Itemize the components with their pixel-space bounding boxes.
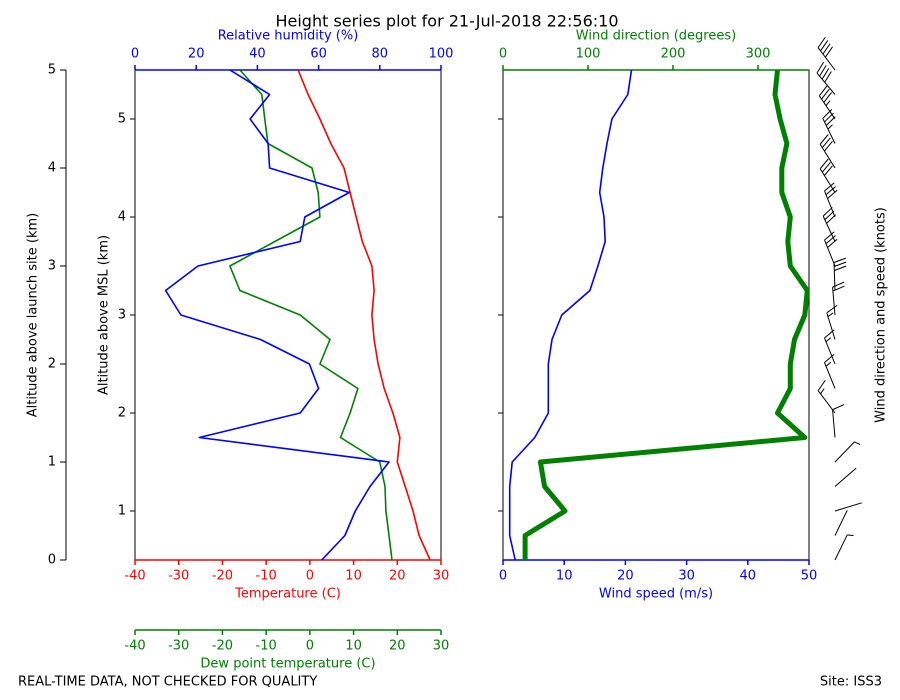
x-axis-label: Temperature (C) bbox=[234, 587, 341, 602]
x-tick-label: 20 bbox=[188, 47, 205, 62]
wind-barb bbox=[834, 534, 854, 561]
x-tick-label: 60 bbox=[310, 47, 327, 62]
y2-axis-label: Altitude above MSL (km) bbox=[97, 235, 112, 395]
profile-line bbox=[508, 70, 633, 560]
profile-line bbox=[297, 70, 431, 560]
x-tick-label: -10 bbox=[256, 639, 277, 654]
x-tick-label: 80 bbox=[372, 47, 389, 62]
site-label: Site: ISS3 bbox=[820, 675, 882, 690]
chart-title: Height series plot for 21-Jul-2018 22:56… bbox=[275, 12, 618, 31]
y-tick-label: 5 bbox=[48, 63, 56, 78]
x-tick-label: 30 bbox=[678, 569, 695, 584]
x-tick-label: 0 bbox=[306, 639, 314, 654]
x-axis-label: Dew point temperature (C) bbox=[200, 657, 375, 672]
wind-barb bbox=[824, 353, 836, 389]
profile-line bbox=[522, 70, 809, 560]
wind-barb bbox=[826, 304, 838, 340]
x-tick-label: 0 bbox=[306, 569, 314, 584]
y-tick-label: 1 bbox=[48, 455, 56, 470]
x-tick-label: 100 bbox=[429, 47, 454, 62]
y2-tick-label: 3 bbox=[118, 308, 126, 323]
x-axis-label: Wind direction (degrees) bbox=[576, 29, 736, 44]
x-tick-label: 10 bbox=[345, 639, 362, 654]
x-tick-label: -30 bbox=[168, 639, 189, 654]
x-tick-label: 30 bbox=[433, 569, 450, 584]
x-tick-label: 100 bbox=[576, 47, 601, 62]
x-axis-label: Relative humidity (%) bbox=[218, 29, 359, 44]
wind-barb bbox=[817, 36, 836, 71]
x-tick-label: -40 bbox=[124, 569, 145, 584]
x-tick-label: 300 bbox=[746, 47, 771, 62]
profile-line bbox=[164, 70, 390, 560]
x-tick-label: -20 bbox=[212, 569, 233, 584]
x-tick-label: 10 bbox=[556, 569, 573, 584]
wind-barb bbox=[834, 467, 857, 487]
x-tick-label: 20 bbox=[389, 569, 406, 584]
x-axis-label: Wind speed (m/s) bbox=[599, 587, 713, 602]
wind-barb bbox=[816, 62, 836, 95]
x-tick-label: -40 bbox=[124, 639, 145, 654]
wind-barb bbox=[832, 281, 845, 316]
wind-barb bbox=[818, 85, 836, 120]
y2-tick-label: 5 bbox=[118, 112, 126, 127]
barbs-label: Wind direction and speed (knots) bbox=[874, 207, 889, 423]
wind-barb bbox=[834, 510, 848, 536]
x-tick-label: -10 bbox=[256, 569, 277, 584]
y-tick-label: 3 bbox=[48, 259, 56, 274]
x-tick-label: 20 bbox=[617, 569, 634, 584]
y2-tick-label: 2 bbox=[118, 406, 126, 421]
x-tick-label: 0 bbox=[131, 47, 139, 62]
wind-barb bbox=[817, 379, 836, 414]
y-tick-label: 2 bbox=[48, 357, 56, 372]
x-tick-label: 40 bbox=[249, 47, 266, 62]
x-tick-label: 50 bbox=[801, 569, 818, 584]
wind-barb bbox=[834, 502, 862, 512]
x-tick-label: 30 bbox=[433, 639, 450, 654]
x-tick-label: -30 bbox=[168, 569, 189, 584]
y-tick-label: 0 bbox=[48, 553, 56, 568]
wind-barb bbox=[824, 182, 838, 218]
x-tick-label: 0 bbox=[499, 569, 507, 584]
wind-barb bbox=[819, 134, 836, 169]
x-tick-label: 0 bbox=[499, 47, 507, 62]
x-tick-label: 200 bbox=[661, 47, 686, 62]
y-tick-label: 4 bbox=[48, 161, 56, 176]
profile-line bbox=[229, 70, 393, 560]
x-tick-label: 10 bbox=[345, 569, 362, 584]
y-axis-label: Altitude above launch site (km) bbox=[26, 213, 41, 417]
y2-tick-label: 1 bbox=[118, 504, 126, 519]
x-tick-label: 40 bbox=[740, 569, 757, 584]
wind-barb bbox=[832, 404, 845, 438]
wind-barb bbox=[819, 158, 836, 193]
wind-barb bbox=[824, 231, 838, 267]
wind-barb bbox=[834, 441, 861, 463]
wind-barb bbox=[833, 257, 847, 291]
x-tick-label: -20 bbox=[212, 639, 233, 654]
y2-tick-label: 4 bbox=[118, 210, 126, 225]
x-tick-label: 20 bbox=[389, 639, 406, 654]
footer-note: REAL-TIME DATA, NOT CHECKED FOR QUALITY bbox=[18, 675, 317, 690]
plot-frame bbox=[502, 69, 810, 561]
